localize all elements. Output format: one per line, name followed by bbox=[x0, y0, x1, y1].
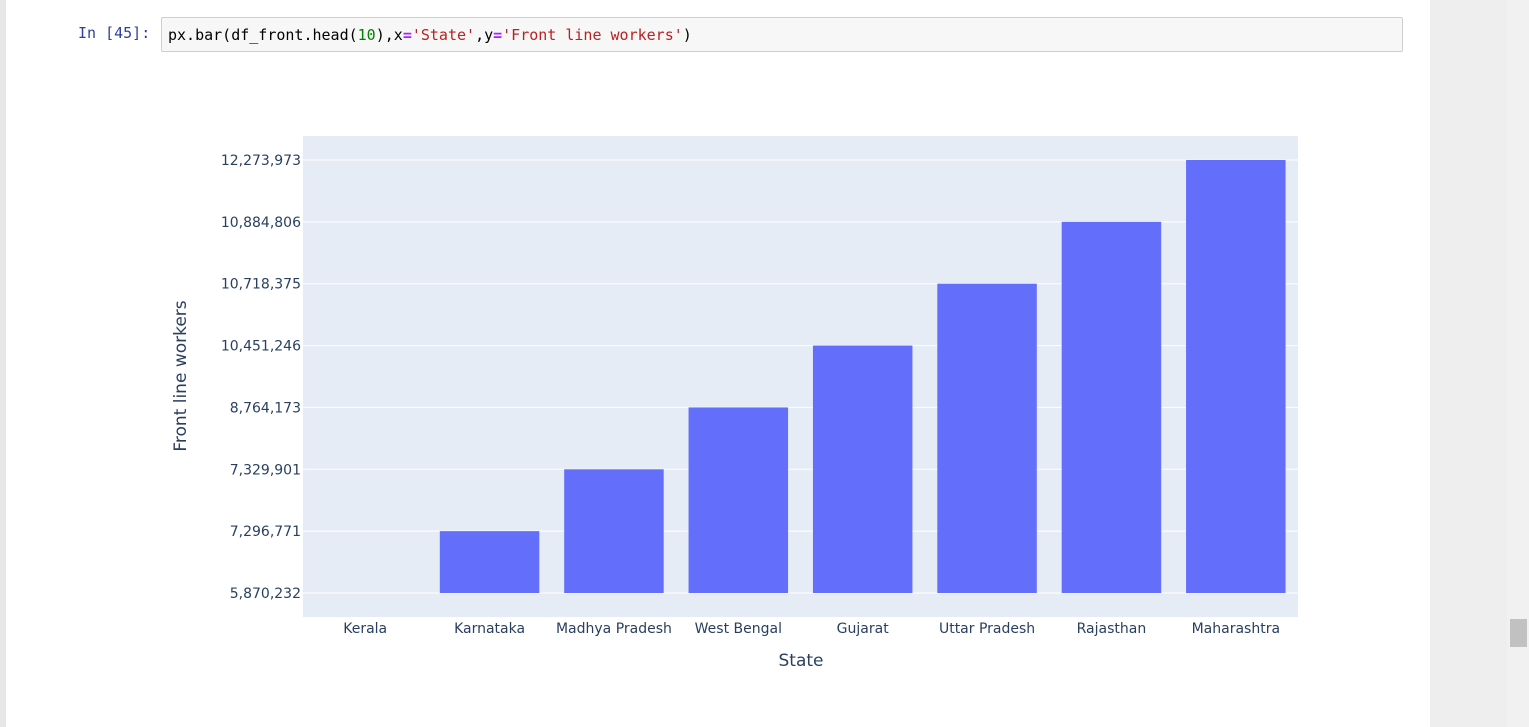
y-tick-label: 10,451,246 bbox=[221, 339, 301, 355]
x-tick-label: Karnataka bbox=[454, 621, 525, 637]
x-tick-label: Rajasthan bbox=[1077, 621, 1147, 637]
code-cell-input[interactable]: px.bar(df_front.head(10),x='State',y='Fr… bbox=[161, 17, 1403, 52]
x-tick-label: Gujarat bbox=[837, 621, 890, 637]
code-line: px.bar(df_front.head(10),x='State',y='Fr… bbox=[168, 26, 692, 44]
bar bbox=[937, 283, 1037, 593]
y-tick-label: 7,296,771 bbox=[230, 524, 301, 540]
x-axis-title: State bbox=[779, 651, 824, 671]
x-tick-labels: Kerala Karnataka Madhya Pradesh West Bengal… bbox=[343, 621, 1280, 637]
x-tick-label: Maharashtra bbox=[1192, 621, 1280, 637]
right-pane bbox=[1430, 0, 1507, 727]
y-tick-label: 8,764,173 bbox=[230, 400, 301, 416]
x-tick-label: West Bengal bbox=[695, 621, 782, 637]
y-tick-label: 12,273,973 bbox=[221, 153, 301, 169]
notebook-left-gutter bbox=[0, 0, 6, 727]
code-string: 'State' bbox=[411, 26, 476, 44]
code-text: px.bar(df_front.head( bbox=[168, 26, 358, 44]
cell-prompt: In [45]: bbox=[78, 24, 151, 42]
code-text: ,y bbox=[475, 26, 494, 44]
y-tick-label: 10,718,375 bbox=[221, 277, 301, 293]
y-tick-labels: 5,870,232 7,296,771 7,329,901 8,764,173 10,4… bbox=[221, 153, 301, 602]
x-tick-label: Madhya Pradesh bbox=[556, 621, 672, 637]
x-tick-label: Uttar Pradesh bbox=[939, 621, 1035, 637]
code-string: 'Front line workers' bbox=[502, 26, 683, 44]
bars bbox=[439, 160, 1286, 593]
scrollbar-thumb[interactable] bbox=[1510, 619, 1527, 647]
code-text: ),x bbox=[375, 26, 403, 44]
bar bbox=[1186, 160, 1286, 593]
y-tick-label: 10,884,806 bbox=[221, 215, 301, 231]
code-text: ) bbox=[682, 26, 692, 44]
code-operator: = bbox=[402, 26, 412, 44]
code-number: 10 bbox=[357, 26, 376, 44]
code-operator: = bbox=[493, 26, 503, 44]
y-tick-label: 5,870,232 bbox=[230, 586, 301, 602]
y-tick-label: 7,329,901 bbox=[230, 462, 301, 478]
bar bbox=[1061, 221, 1162, 593]
bar bbox=[439, 531, 540, 593]
x-tick-label: Kerala bbox=[343, 621, 387, 637]
bar bbox=[812, 345, 913, 593]
scrollbar-track[interactable] bbox=[1507, 0, 1529, 727]
bar bbox=[564, 469, 664, 593]
bar bbox=[688, 407, 789, 593]
y-axis-title: Front line workers bbox=[171, 300, 191, 451]
